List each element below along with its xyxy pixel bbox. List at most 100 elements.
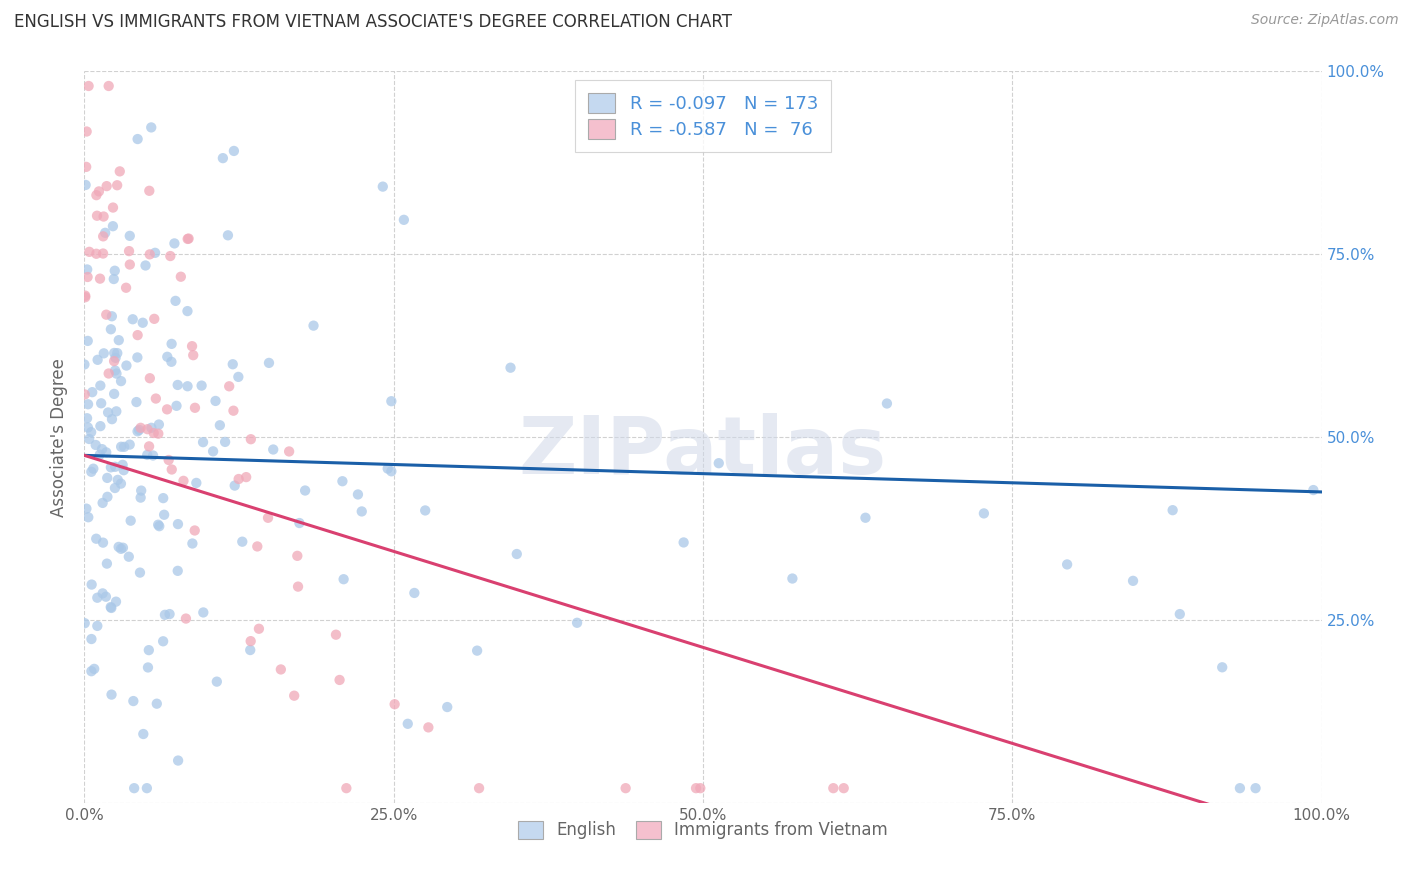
Point: [278, 444, 301, 458]
Point: [146, 697, 169, 711]
Point: [77, 432, 100, 446]
Point: [1302, 483, 1324, 497]
Point: [167, 517, 190, 532]
Text: Source: ZipAtlas.com: Source: ZipAtlas.com: [1251, 13, 1399, 28]
Point: [89, 448, 111, 462]
Point: [96, 557, 118, 571]
Point: [129, 421, 152, 435]
Point: [1211, 660, 1233, 674]
Point: [672, 535, 695, 549]
Point: [122, 694, 145, 708]
Point: [191, 435, 214, 450]
Point: [235, 470, 257, 484]
Point: [107, 540, 129, 554]
Point: [212, 151, 235, 165]
Point: [86, 188, 108, 202]
Point: [107, 473, 129, 487]
Point: [77, 78, 100, 93]
Point: [148, 519, 170, 533]
Point: [91, 535, 114, 549]
Point: [105, 595, 128, 609]
Point: [104, 459, 127, 474]
Point: [193, 606, 215, 620]
Point: [96, 179, 118, 194]
Point: [153, 508, 176, 522]
Point: [436, 700, 458, 714]
Point: [1122, 574, 1144, 588]
Point: [141, 120, 163, 135]
Point: [97, 367, 120, 381]
Point: [214, 434, 236, 449]
Point: [118, 549, 141, 564]
Point: [91, 586, 114, 600]
Point: [73, 616, 96, 631]
Point: [94, 226, 117, 240]
Point: [413, 503, 436, 517]
Point: [86, 591, 108, 605]
Point: [186, 475, 208, 490]
Point: [104, 481, 127, 495]
Point: [82, 461, 104, 475]
Point: [148, 417, 170, 432]
Point: [138, 439, 160, 453]
Point: [145, 392, 167, 406]
Point: [262, 442, 284, 457]
Point: [332, 572, 354, 586]
Point: [96, 308, 118, 322]
Point: [100, 688, 122, 702]
Point: [120, 514, 142, 528]
Point: [97, 405, 120, 419]
Point: [111, 458, 134, 472]
Point: [80, 664, 103, 678]
Point: [103, 346, 125, 360]
Point: [823, 781, 845, 796]
Point: [142, 449, 165, 463]
Point: [77, 420, 100, 434]
Point: [103, 272, 125, 286]
Point: [105, 367, 128, 381]
Point: [146, 517, 169, 532]
Point: [190, 378, 212, 392]
Point: [115, 359, 138, 373]
Point: [110, 476, 132, 491]
Point: [257, 356, 280, 370]
Point: [138, 643, 160, 657]
Point: [142, 425, 165, 440]
Point: [112, 440, 135, 454]
Point: [136, 422, 159, 436]
Point: [83, 662, 105, 676]
Point: [77, 510, 100, 524]
Point: [132, 316, 155, 330]
Point: [973, 507, 995, 521]
Point: [283, 689, 305, 703]
Point: [565, 615, 588, 630]
Point: [170, 269, 193, 284]
Point: [1161, 503, 1184, 517]
Point: [101, 310, 124, 324]
Point: [222, 403, 245, 417]
Point: [181, 536, 204, 550]
Y-axis label: Associate's Degree: Associate's Degree: [51, 358, 69, 516]
Point: [86, 352, 108, 367]
Point: [380, 394, 402, 409]
Point: [84, 246, 107, 260]
Point: [208, 418, 231, 433]
Point: [84, 438, 107, 452]
Point: [506, 547, 529, 561]
Point: [75, 501, 97, 516]
Point: [418, 720, 440, 734]
Point: [111, 541, 134, 555]
Point: [228, 370, 250, 384]
Point: [82, 385, 104, 400]
Point: [76, 270, 98, 285]
Text: ENGLISH VS IMMIGRANTS FROM VIETNAM ASSOCIATE'S DEGREE CORRELATION CHART: ENGLISH VS IMMIGRANTS FROM VIETNAM ASSOC…: [14, 13, 733, 31]
Point: [108, 164, 131, 178]
Point: [174, 611, 197, 625]
Point: [100, 322, 122, 336]
Point: [689, 781, 711, 796]
Point: [347, 487, 370, 501]
Point: [104, 264, 127, 278]
Point: [89, 271, 111, 285]
Point: [87, 185, 110, 199]
Point: [183, 524, 205, 538]
